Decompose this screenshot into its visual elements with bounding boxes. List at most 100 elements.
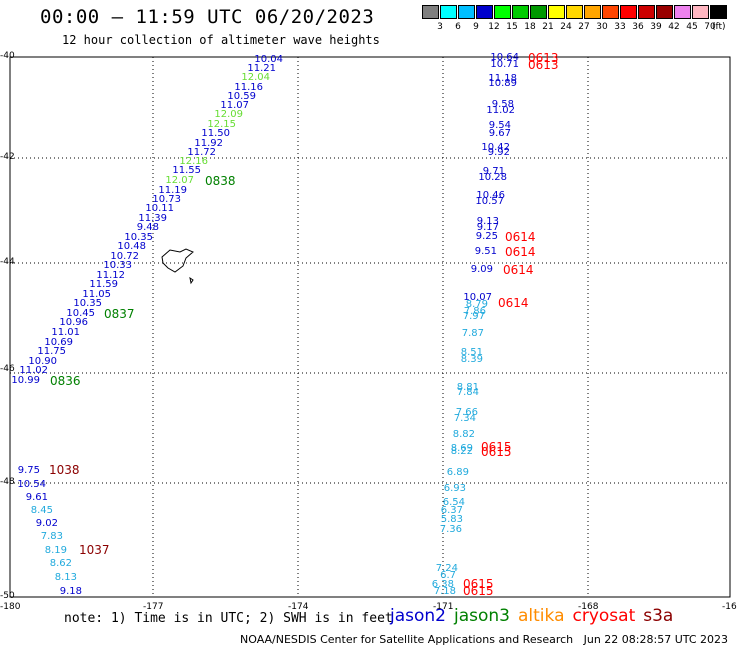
wave-height-value: 12.16 [179,156,208,167]
wave-height-value: 11.59 [89,279,118,290]
pass-time-label: 0837 [104,307,135,321]
wave-height-value: 8.81 [457,382,479,393]
longitude-label: -16 [722,602,737,612]
colorbar-label: 18 [524,22,536,32]
wave-height-value: 9.67 [489,128,511,139]
wave-height-value: 9.17 [477,222,499,233]
wave-height-value: 10.73 [152,194,181,205]
pass-time-label: 0836 [50,374,81,388]
wave-height-value: 7.97 [463,311,485,322]
wave-height-value: 6.89 [447,467,469,478]
wave-height-value: 7.87 [462,328,484,339]
wave-height-value: 7.18 [434,586,456,597]
wave-height-value: 10.72 [110,251,139,262]
wave-height-value: 7.66 [456,407,478,418]
colorbar-label: 45 [686,22,698,32]
wave-height-value: 11.07 [220,100,249,111]
wave-height-value: 11.92 [194,138,223,149]
wave-height-value: 11.16 [234,82,263,93]
wave-height-value: 6.7 [440,570,456,581]
wave-height-value: 10.90 [28,356,57,367]
colorbar-swatch [710,5,727,19]
map-title: 00:00 — 11:59 UTC 06/20/2023 [40,6,375,28]
colorbar-label: 42 [668,22,680,32]
wave-height-value: 9.58 [492,99,514,110]
wave-height-value: 6.38 [432,579,454,590]
wave-height-value: 12.04 [241,72,270,83]
colorbar-label: 39 [650,22,662,32]
wave-height-value: 10.35 [124,232,153,243]
wave-height-value: 5.83 [441,514,463,525]
colorbar-label: 15 [506,22,518,32]
wave-height-value: 11.21 [247,63,276,74]
colorbar-label: 24 [560,22,572,32]
longitude-label: -174 [288,602,309,612]
wave-height-value: 9.51 [475,246,497,257]
latitude-label: -40 [0,51,15,61]
wave-height-value: 9.75 [18,465,40,476]
colorbar-swatch [638,5,655,19]
longitude-label: -180 [0,602,21,612]
colorbar-label: 6 [455,22,461,32]
wave-height-value: 10.54 [17,479,46,490]
longitude-label: -177 [143,602,164,612]
wave-height-value: 8.51 [461,347,483,358]
wave-height-value: 12.09 [214,109,243,120]
satellite-legend-item: jason2 [390,606,446,626]
latitude-label: -42 [0,152,15,162]
pass-time-label: 0613 [528,51,559,65]
pass-time-label: 0614 [498,296,529,310]
wave-height-value: 9.48 [137,222,159,233]
wave-height-value: 8.39 [461,354,483,365]
wave-height-value: 10.28 [478,172,507,183]
wave-height-value: 10.57 [475,196,504,207]
wave-height-value: 8.13 [55,572,77,583]
colorbar-swatch [602,5,619,19]
wave-height-value: 11.02 [19,365,48,376]
wave-height-value: 12.15 [207,119,236,130]
wave-height-value: 7.34 [454,413,476,424]
wave-height-value: 8.79 [466,299,488,310]
wave-height-value: 10.45 [66,308,95,319]
wave-height-value: 8.62 [50,558,72,569]
satellite-legend-item: cryosat [572,606,636,626]
islet-outline [189,276,194,285]
colorbar-swatch [476,5,493,19]
colorbar-label: 21 [542,22,554,32]
colorbar-label: 9 [473,22,479,32]
map-frame [9,56,731,598]
wave-height-value: 11.02 [486,105,515,116]
wave-height-value: 9.09 [471,264,493,275]
wave-height-value: 10.35 [73,298,102,309]
wave-height-value: 10.33 [103,260,132,271]
wave-height-value: 11.19 [158,185,187,196]
wave-height-value: 11.75 [37,346,66,357]
colorbar-swatch [530,5,547,19]
credit-line: NOAA/NESDIS Center for Satellite Applica… [240,633,729,646]
longitude-label: -168 [578,602,599,612]
colorbar-swatch [494,5,511,19]
wave-height-value: 11.50 [201,128,230,139]
wave-height-value: 9.25 [476,231,498,242]
wave-height-value: 10.71 [490,59,519,70]
colorbar-label: 70 [704,22,716,32]
wave-height-value: 10.07 [463,292,492,303]
latitude-label: -44 [0,257,15,267]
wave-height-value: 8.19 [45,545,67,556]
wave-height-value: 9.13 [477,216,499,227]
colorbar-label: 12 [488,22,500,32]
satellite-legend: jason2 jason3 altika cryosat s3a [390,606,681,626]
colorbar-swatch [566,5,583,19]
wave-height-value: 10.99 [11,375,40,386]
wave-height-value: 9.61 [26,492,48,503]
wave-height-value: 6.93 [444,483,466,494]
map-subtitle: 12 hour collection of altimeter wave hei… [62,33,380,47]
colorbar-label: 30 [596,22,608,32]
colorbar-swatch [512,5,529,19]
wave-height-value: 8.45 [31,505,53,516]
wave-height-value: 9.18 [60,586,82,597]
wave-height-value: 11.72 [187,147,216,158]
wave-height-value: 7.83 [41,531,63,542]
latitude-label: -50 [0,591,15,601]
wave-height-value: 6.37 [441,505,463,516]
